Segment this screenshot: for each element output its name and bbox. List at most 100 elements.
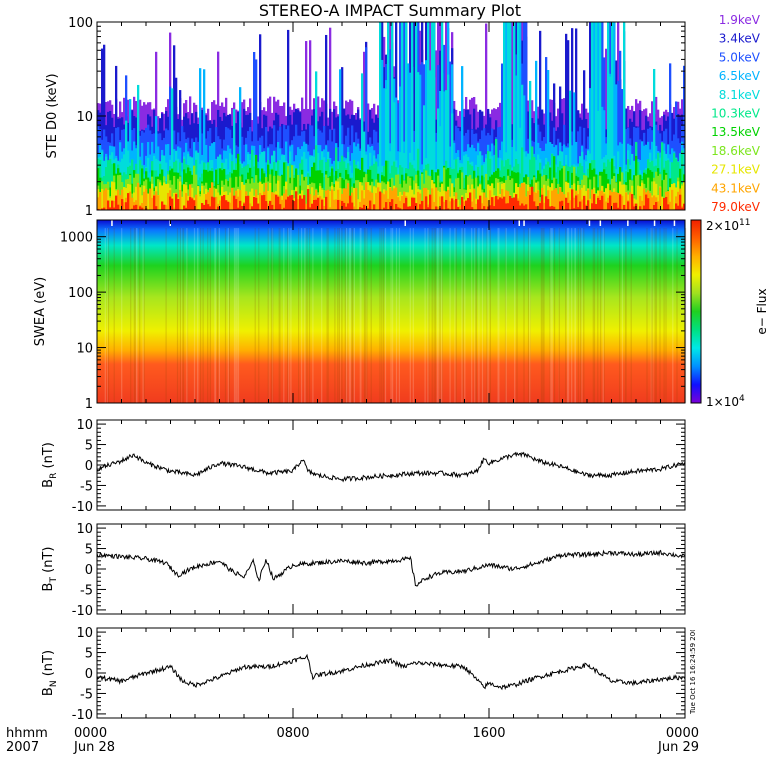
ste-bar bbox=[487, 184, 490, 210]
time-tick-label-2: 1600 bbox=[472, 726, 505, 741]
swea-streak bbox=[439, 228, 441, 403]
ste-bar bbox=[525, 22, 528, 210]
ste-bar bbox=[471, 207, 474, 210]
ste-bar bbox=[363, 204, 366, 210]
ste-bar bbox=[317, 197, 320, 210]
swea-streak bbox=[298, 228, 300, 403]
ste-bar bbox=[279, 204, 282, 210]
ste-bar bbox=[673, 208, 676, 210]
ste-bar bbox=[317, 170, 320, 210]
ste-bar bbox=[509, 22, 512, 210]
ste-bar bbox=[437, 190, 440, 210]
swea-streak bbox=[133, 228, 135, 403]
ste-bar bbox=[449, 61, 452, 211]
swea-streak bbox=[182, 228, 184, 403]
ste-bar bbox=[599, 22, 602, 210]
swea-ytick-label-2: 100 bbox=[68, 286, 93, 301]
ste-bar bbox=[493, 197, 496, 210]
swea-streak bbox=[542, 228, 544, 403]
bt-ytick-label-4: 10 bbox=[76, 522, 93, 537]
ste-bar bbox=[511, 198, 514, 210]
ste-bar bbox=[425, 196, 428, 210]
ste-bar bbox=[301, 198, 304, 210]
ste-bar bbox=[407, 192, 410, 210]
ste-bar bbox=[101, 208, 104, 210]
ste-bar bbox=[571, 28, 574, 210]
ste-bar bbox=[141, 195, 144, 210]
ste-bar bbox=[615, 192, 618, 210]
ste-bar bbox=[621, 195, 624, 210]
swea-gap bbox=[111, 220, 113, 226]
swea-streak bbox=[218, 228, 220, 403]
swea-streak bbox=[663, 228, 665, 403]
ste-bar bbox=[521, 147, 524, 210]
ste-bar bbox=[447, 190, 450, 210]
ste-bar bbox=[289, 195, 292, 210]
ste-bar bbox=[113, 207, 116, 210]
ste-bar bbox=[173, 192, 176, 210]
ste-bar bbox=[615, 202, 618, 210]
ste-bar bbox=[653, 68, 656, 210]
ste-bar bbox=[137, 84, 140, 210]
swea-streak bbox=[349, 228, 352, 403]
ste-bar bbox=[609, 195, 612, 210]
ste-bar bbox=[521, 182, 524, 210]
ste-bar bbox=[121, 199, 124, 210]
ste-bar bbox=[595, 174, 598, 210]
swea-streak bbox=[440, 228, 442, 403]
ste-bar bbox=[139, 187, 142, 210]
ste-bar bbox=[409, 72, 412, 210]
timestamp-text: Tue Oct 16 16:24:59 2007 bbox=[689, 630, 697, 714]
ste-bar bbox=[501, 198, 504, 210]
bn-ytick-label-2: 0 bbox=[85, 667, 93, 682]
swea-streak bbox=[366, 228, 368, 403]
ste-bar bbox=[663, 197, 666, 210]
ste-bar bbox=[383, 88, 386, 210]
swea-streak bbox=[395, 228, 398, 403]
ste-bar bbox=[259, 193, 262, 210]
ste-bar bbox=[467, 197, 470, 210]
swea-streak bbox=[554, 228, 556, 403]
br-ylabel-sub: R bbox=[49, 473, 59, 479]
swea-streak bbox=[424, 228, 426, 403]
ste-bar bbox=[553, 189, 556, 210]
ste-bar bbox=[339, 69, 342, 210]
swea-streak bbox=[672, 228, 674, 403]
swea-streak bbox=[516, 228, 518, 403]
swea-streak bbox=[186, 228, 188, 403]
ste-bar bbox=[113, 200, 116, 210]
ste-bar bbox=[633, 175, 636, 210]
swea-streak bbox=[392, 228, 394, 403]
swea-streak bbox=[449, 228, 451, 403]
ste-bar bbox=[599, 200, 602, 210]
ste-bar bbox=[153, 195, 156, 210]
ste-bar bbox=[167, 192, 170, 210]
ste-bar bbox=[353, 206, 356, 210]
ste-bar bbox=[533, 191, 536, 210]
swea-gap bbox=[599, 220, 602, 226]
swea-streak bbox=[558, 228, 560, 403]
colorbar-max-mantissa: 2×10 bbox=[706, 219, 739, 233]
ste-bar bbox=[457, 199, 460, 210]
swea-streak bbox=[600, 228, 602, 403]
bn-ylabel-sub: N bbox=[49, 680, 59, 687]
ste-bar bbox=[233, 195, 236, 210]
swea-streak bbox=[134, 228, 136, 403]
ste-bar bbox=[367, 208, 370, 210]
ste-bar bbox=[675, 101, 678, 210]
swea-streak bbox=[197, 228, 199, 403]
ste-bar bbox=[373, 186, 376, 210]
ste-bar bbox=[283, 193, 286, 210]
ste-bar bbox=[247, 195, 250, 210]
ste-bar bbox=[391, 22, 394, 210]
ste-bar bbox=[255, 59, 258, 211]
ste-bar bbox=[415, 203, 418, 210]
ste-bar bbox=[345, 188, 348, 210]
swea-streak bbox=[431, 228, 433, 403]
ste-bar bbox=[157, 179, 160, 210]
ste-bar bbox=[609, 76, 612, 210]
ste-bar bbox=[403, 22, 406, 210]
swea-gap bbox=[404, 220, 406, 226]
ste-bar bbox=[203, 204, 206, 210]
ste-bar bbox=[591, 22, 594, 210]
